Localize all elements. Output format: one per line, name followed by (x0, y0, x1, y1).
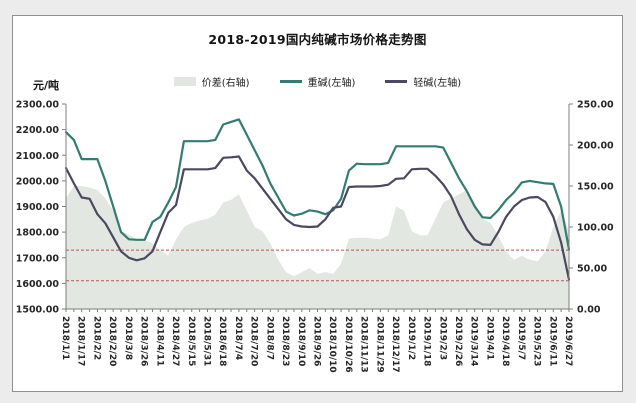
right-axis-tick-label: 0.00 (577, 305, 601, 316)
heavy-soda-line-series (64, 118, 571, 251)
x-axis-date-label: 2019/3/14 (469, 316, 479, 366)
spread-area-series (66, 186, 569, 309)
x-axis-date-label: 2018/1/17 (76, 316, 86, 366)
x-axis-date-label: 2018/3/8 (123, 316, 133, 360)
x-axis-date-label: 2018/6/18 (217, 316, 227, 366)
x-axis-date-label: 2019/5/7 (516, 316, 526, 360)
right-axis-tick-label: 250.00 (577, 100, 614, 111)
legend-label-spread: 价差(右轴) (201, 78, 250, 89)
x-axis-date-label: 2018/7/4 (233, 316, 243, 360)
right-axis-tick-label: 200.00 (577, 141, 614, 152)
right-axis-tick-label: 100.00 (577, 223, 614, 234)
legend: 价差(右轴) 重碱(左轴) 轻碱(左轴) (13, 74, 622, 89)
x-axis-date-label: 2019/6/11 (547, 316, 557, 366)
left-axis-tick-label: 1900.00 (16, 202, 60, 213)
right-axis-tick-label: 150.00 (577, 182, 614, 193)
x-axis-date-label: 2018/11/29 (374, 316, 384, 373)
y-axis-unit-label: 元/吨 (33, 79, 60, 92)
price-trend-chart: 1500.00 1600.00 1700.00 1800.00 1900.00 2000.… (16, 100, 614, 373)
x-axis-date-label: 2018/1/1 (60, 316, 70, 360)
legend-label-heavy-soda: 重碱(左轴) (307, 78, 356, 89)
x-axis-date-label: 2018/9/10 (296, 316, 306, 366)
x-axis-date-label: 2018/12/17 (390, 316, 400, 373)
left-axis-tick-label: 2000.00 (16, 176, 60, 187)
x-axis-date-label: 2018/10/10 (327, 316, 337, 373)
x-axis-date-label: 2018/3/26 (139, 316, 149, 366)
x-axis-date-label: 2019/4/18 (500, 316, 510, 366)
right-axis-tick-label: 50.00 (577, 264, 607, 275)
legend-item-heavy-soda: 重碱(左轴) (279, 74, 356, 89)
left-axis-tick-label: 1800.00 (16, 228, 60, 239)
left-axis-tick-label: 2300.00 (16, 100, 60, 111)
heavy-soda-line-swatch-icon (279, 80, 302, 83)
x-axis-date-label: 2018/2/20 (107, 316, 117, 366)
legend-item-light-soda: 轻碱(左轴) (385, 74, 461, 89)
x-axis-date-label: 2018/8/23 (280, 316, 290, 366)
left-axis-tick-label: 2100.00 (16, 151, 60, 162)
x-axis-date-label: 2019/4/1 (484, 316, 494, 360)
x-axis-date-label: 2019/1/18 (422, 316, 432, 366)
x-axis-date-label: 2018/4/27 (170, 316, 180, 366)
x-axis-date-label: 2018/2/2 (91, 316, 101, 360)
x-axis-date-label: 2018/7/20 (249, 316, 259, 366)
x-axis-date-label: 2018/5/15 (186, 316, 196, 366)
x-axis-date-label: 2019/6/27 (563, 316, 573, 366)
left-axis-tick-label: 2200.00 (16, 125, 60, 136)
left-axis-tick-label: 1500.00 (16, 305, 60, 316)
chart-panel: 2018-2019国内纯碱市场价格走势图 元/吨 价差(右轴) 重碱(左轴) 轻… (12, 15, 623, 392)
x-axis-date-label: 2018/5/31 (201, 316, 211, 366)
left-axis-tick-label: 1700.00 (16, 253, 60, 264)
left-axis-tick-label: 1600.00 (16, 279, 60, 290)
x-axis-date-label: 2019/5/23 (532, 316, 542, 366)
chart-title: 2018-2019国内纯碱市场价格走势图 (208, 32, 427, 47)
x-axis-date-label: 2019/2/26 (453, 316, 463, 366)
x-axis-date-label: 2018/8/7 (264, 316, 274, 360)
light-soda-line-series (64, 155, 571, 281)
spread-area-swatch-icon (173, 77, 196, 86)
x-axis-date-label: 2018/10/26 (343, 316, 353, 373)
legend-item-spread: 价差(右轴) (173, 74, 250, 89)
x-axis-date-label: 2018/11/13 (359, 316, 369, 373)
x-axis-date-label: 2018/4/11 (154, 316, 164, 366)
x-axis-date-label: 2018/9/26 (312, 316, 322, 366)
legend-label-light-soda: 轻碱(左轴) (413, 78, 462, 89)
x-axis-date-label: 2019/1/2 (406, 316, 416, 360)
x-axis-date-label: 2019/2/3 (437, 316, 447, 360)
light-soda-line-swatch-icon (385, 80, 408, 83)
